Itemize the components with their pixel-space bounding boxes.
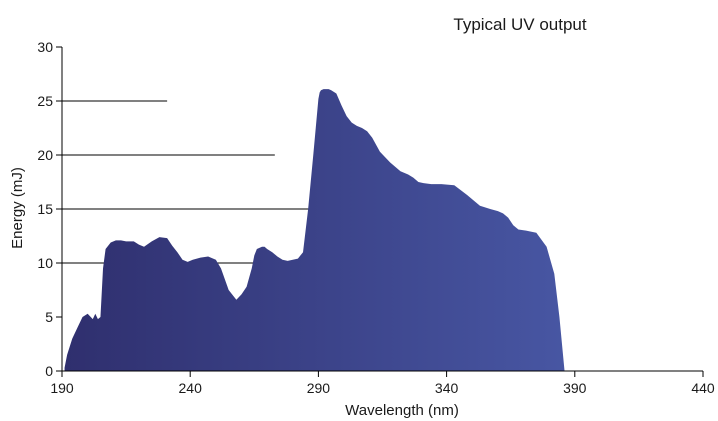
y-tick-label-5: 5 <box>45 309 53 325</box>
tick-labels: 0 5 10 15 20 25 30 190 240 290 340 390 440 <box>37 39 714 396</box>
x-tick-label-240: 240 <box>179 380 203 396</box>
x-tick-label-190: 190 <box>50 380 74 396</box>
x-tick-label-440: 440 <box>691 380 715 396</box>
chart-title: Typical UV output <box>453 15 587 34</box>
y-tick-label-30: 30 <box>37 39 53 55</box>
uv-output-area <box>64 89 615 372</box>
y-tick-label-25: 25 <box>37 93 53 109</box>
y-tick-label-0: 0 <box>45 363 53 379</box>
gridlines <box>62 100 319 264</box>
y-tick-label-10: 10 <box>37 255 53 271</box>
y-tick-label-20: 20 <box>37 147 53 163</box>
y-tick-label-15: 15 <box>37 201 53 217</box>
x-tick-label-390: 390 <box>563 380 587 396</box>
y-axis-title: Energy (mJ) <box>9 167 26 249</box>
x-axis-title: Wavelength (nm) <box>345 402 459 419</box>
x-tick-label-290: 290 <box>307 380 331 396</box>
axes <box>56 46 704 377</box>
x-tick-label-340: 340 <box>435 380 459 396</box>
